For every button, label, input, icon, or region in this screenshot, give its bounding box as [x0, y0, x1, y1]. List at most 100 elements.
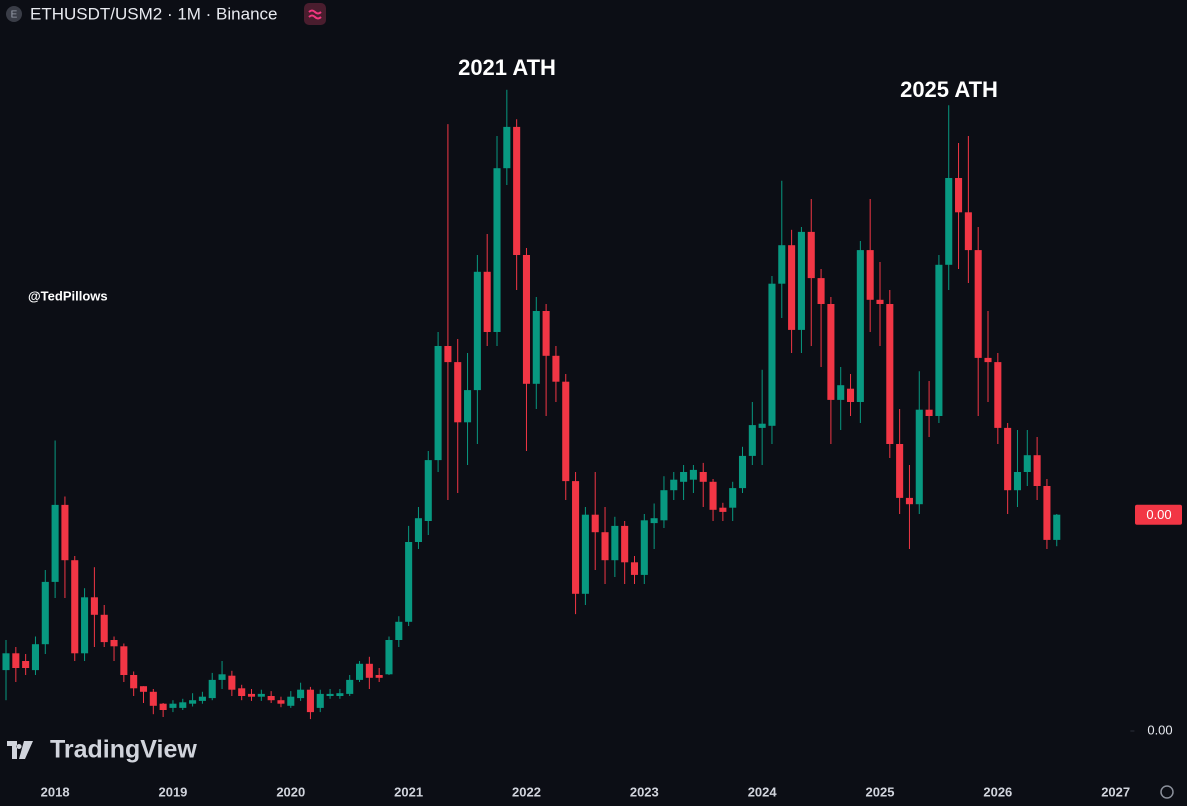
candle-body	[277, 700, 285, 704]
candle-body	[532, 311, 540, 384]
candle-body	[729, 488, 737, 508]
candle-body	[22, 661, 30, 668]
candle-body	[856, 250, 864, 402]
candle-body	[945, 178, 953, 265]
x-tick-label: 2020	[276, 784, 305, 799]
candle-body	[601, 532, 609, 561]
candle-body	[778, 245, 786, 284]
candle-body	[179, 702, 187, 708]
candle-body	[2, 653, 10, 671]
candle-body	[1033, 455, 1041, 486]
candle-body	[316, 693, 324, 708]
candle-body	[454, 362, 462, 423]
candle-body	[395, 621, 403, 640]
candle-body	[100, 614, 108, 643]
candle-body	[788, 245, 796, 330]
candle-body	[346, 679, 354, 694]
settings-icon[interactable]	[1160, 785, 1174, 799]
x-tick-label: 2019	[158, 784, 187, 799]
candle-body	[473, 271, 481, 391]
candle-body	[434, 346, 442, 461]
candle-body	[925, 409, 933, 416]
candle-body	[964, 212, 972, 251]
candle-body	[503, 126, 511, 169]
candle-body	[336, 693, 344, 696]
candle-body	[837, 385, 845, 400]
candle-body	[208, 679, 216, 699]
candle-body	[719, 507, 727, 512]
candle-body	[444, 346, 452, 363]
y-tick-label: 0.00	[1147, 722, 1172, 737]
candle-body	[581, 514, 589, 594]
candle-body	[630, 562, 639, 575]
candle-body	[640, 520, 648, 575]
candle-body	[41, 581, 49, 645]
candle-body	[807, 231, 815, 279]
candle-body	[297, 689, 305, 699]
candle-body	[110, 640, 118, 647]
candle-body	[994, 362, 1002, 428]
candle-body	[1023, 455, 1031, 472]
candle-body	[591, 514, 599, 533]
candle-body	[61, 504, 69, 561]
status-badge[interactable]	[304, 3, 326, 25]
annotation: 2021 ATH	[458, 55, 556, 80]
candle-body	[1043, 486, 1051, 540]
x-tick-label: 2023	[630, 784, 659, 799]
candle-body	[542, 311, 550, 356]
candle-body	[1013, 472, 1022, 491]
header-title: ETHUSDT/USM2 · 1M · Binance	[30, 4, 278, 23]
candle-body	[562, 381, 570, 482]
candle-body	[650, 518, 658, 524]
candle-body	[896, 444, 904, 498]
candle-body	[866, 250, 874, 300]
author: @TedPillows	[28, 288, 108, 303]
candle-body	[493, 168, 501, 332]
annotation: 2025 ATH	[900, 77, 998, 102]
candle-body	[159, 703, 167, 710]
candle-body	[709, 481, 717, 510]
candle-body	[1004, 427, 1012, 491]
watermark: TradingView	[50, 736, 197, 764]
candle-body	[905, 497, 913, 505]
candle-body	[483, 271, 491, 332]
candle-body	[827, 304, 835, 400]
candle-body	[218, 674, 226, 680]
x-tick-label: 2024	[748, 784, 778, 799]
candle-body	[758, 423, 766, 428]
candle-body	[984, 357, 992, 363]
x-tick-label: 2026	[983, 784, 1012, 799]
symbol-icon	[6, 6, 22, 22]
candle-body	[306, 689, 314, 713]
candle-body	[130, 675, 138, 689]
candle-body	[365, 663, 373, 678]
candle-body	[228, 675, 236, 690]
candle-body	[375, 675, 383, 678]
x-tick-label: 2025	[866, 784, 895, 799]
candle-body	[90, 597, 98, 615]
candle-body	[689, 469, 697, 480]
candle-body	[51, 504, 59, 582]
candle-body	[552, 355, 560, 382]
candle-body	[169, 703, 177, 708]
candle-body	[768, 283, 776, 426]
candle-body	[385, 640, 393, 675]
candle-body	[513, 126, 521, 256]
candle-body	[748, 425, 756, 456]
symbol-icon-letter: E	[11, 10, 18, 21]
candle-body	[955, 178, 963, 213]
candle-body	[31, 644, 40, 671]
candle-body	[355, 663, 364, 680]
candle-body	[680, 472, 688, 482]
candle-body	[738, 455, 747, 489]
candle-body	[405, 542, 413, 622]
logo-mark	[7, 741, 33, 759]
candle-body	[326, 693, 334, 696]
candle-body	[257, 693, 265, 697]
candle-body	[846, 388, 855, 402]
x-tick-label: 2018	[41, 784, 70, 799]
candle-body	[464, 390, 472, 423]
candle-body	[621, 525, 629, 563]
x-tick-label: 2027	[1101, 784, 1130, 799]
